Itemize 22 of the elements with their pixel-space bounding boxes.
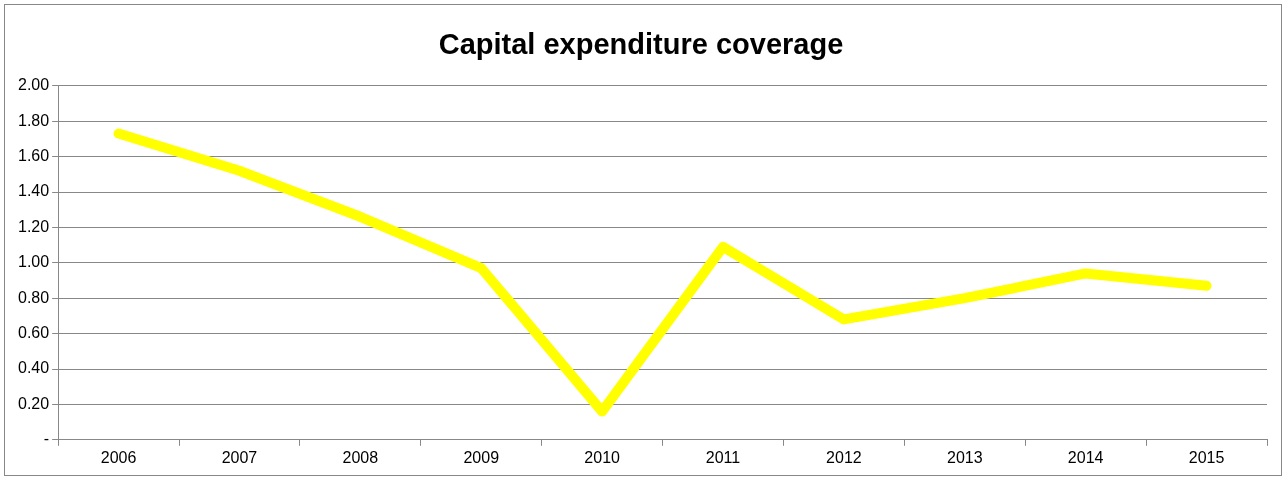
x-tick-label: 2008 [342, 448, 379, 466]
x-tick-label: 2007 [221, 448, 258, 466]
x-tick-label: 2011 [705, 448, 741, 466]
x-tick-label: 2015 [1188, 448, 1225, 466]
y-tick-label: 1.60 [18, 147, 50, 165]
y-tick-label: 0.20 [18, 394, 50, 412]
y-tick-label: 0.80 [18, 288, 50, 306]
y-tick-label: 0.40 [18, 359, 50, 377]
x-tick-label: 2013 [946, 448, 983, 466]
y-tick-label: 1.20 [18, 217, 50, 235]
chart-title: Capital expenditure coverage [438, 28, 844, 61]
x-tick-label: 2010 [584, 448, 621, 466]
x-tick-label: 2006 [100, 448, 137, 466]
y-tick-label: 1.40 [18, 182, 50, 200]
y-tick-label: - [43, 430, 50, 448]
y-tick-label: 1.00 [18, 253, 50, 271]
x-tick-label: 2014 [1067, 448, 1104, 466]
y-tick-label: 0.60 [18, 324, 50, 342]
y-tick-label: 1.80 [18, 111, 50, 129]
x-tick-label: 2009 [463, 448, 500, 466]
y-tick-label: 2.00 [18, 76, 50, 94]
x-tick-label: 2012 [826, 448, 862, 466]
